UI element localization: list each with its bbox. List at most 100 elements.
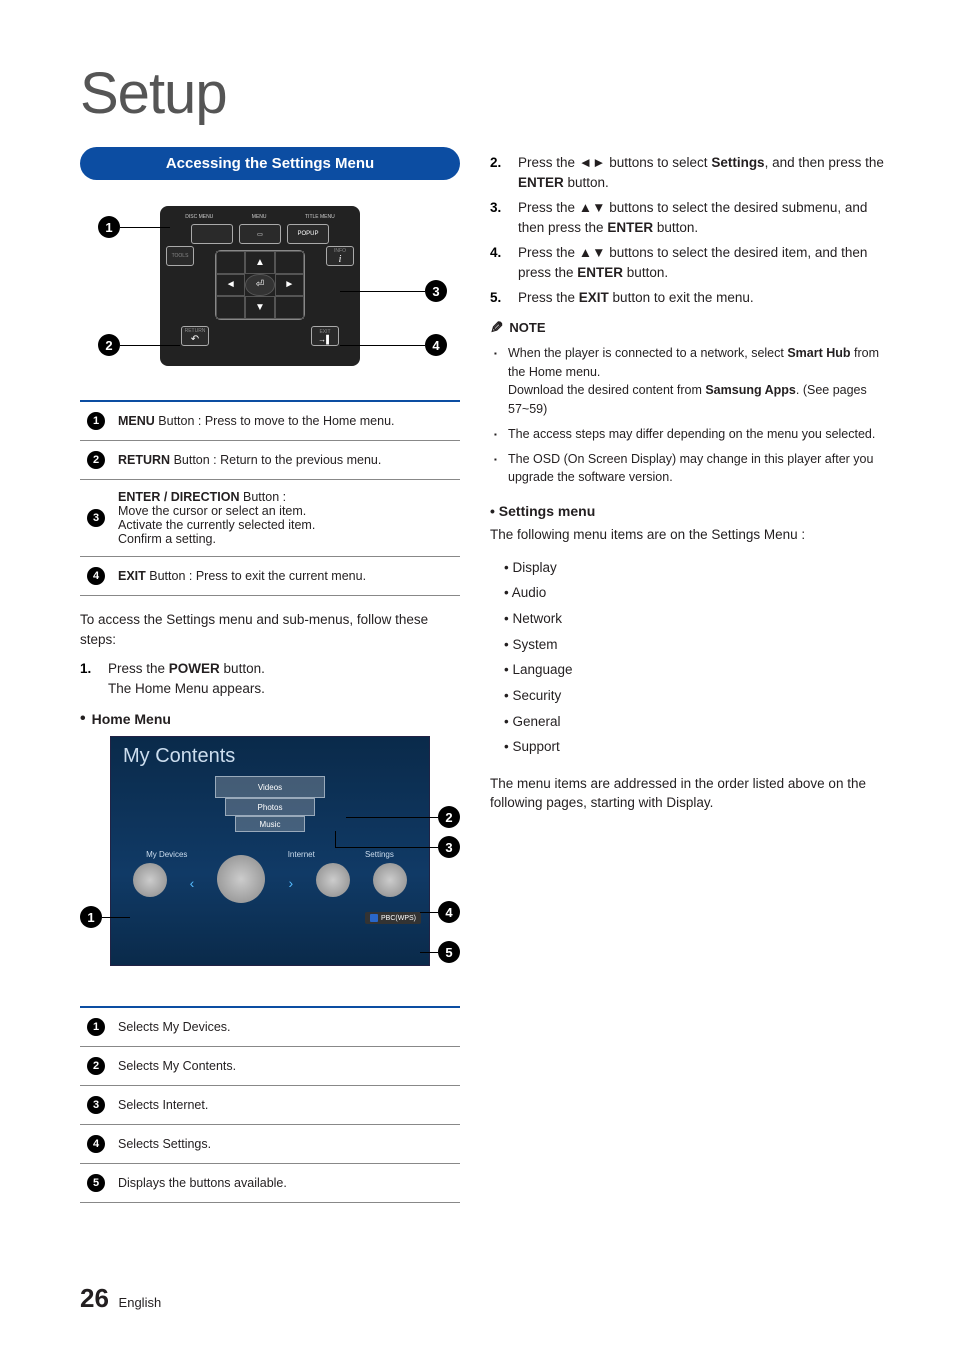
home-icon-internet: [316, 863, 350, 897]
table-row: 1 Selects My Devices.: [80, 1007, 460, 1047]
dpad-enter-icon: ⏎: [245, 274, 274, 297]
page-lang: English: [119, 1295, 162, 1310]
remote-body: DISC MENU MENU TITLE MENU ▭ POPUP TOOLS …: [160, 206, 360, 366]
home-menu-heading: Home Menu: [80, 710, 460, 728]
step-number: 1.: [80, 659, 98, 698]
row-chip: 2: [87, 451, 105, 469]
row-chip: 5: [87, 1174, 105, 1192]
remote-key-exit: EXIT →▌: [311, 326, 339, 346]
step-number: 4.: [490, 243, 508, 282]
page-footer: 26 English: [80, 1283, 161, 1314]
return-icon: ↶: [191, 334, 199, 345]
home-icon-devices: [133, 863, 167, 897]
row-desc: MENU Button : Press to move to the Home …: [112, 401, 460, 441]
home-label-internet: Internet: [288, 850, 315, 859]
remote-dpad: ▲ ◄ ⏎ ► ▼: [215, 250, 305, 320]
home-screen: My Contents Videos Photos Music My Devic…: [110, 736, 430, 966]
row-chip: 4: [87, 1135, 105, 1153]
list-item: Audio: [504, 580, 894, 606]
table-row: 4 EXIT Button : Press to exit the current…: [80, 557, 460, 596]
step-number: 3.: [490, 198, 508, 237]
list-item: Support: [504, 734, 894, 760]
step-text: Press the POWER button.The Home Menu app…: [108, 659, 460, 698]
home-card-music: Music: [235, 816, 305, 832]
home-icon-center: [217, 855, 265, 903]
remote-key-popup: POPUP: [287, 224, 329, 244]
settings-menu-heading: Settings menu: [490, 503, 894, 519]
table-row: 3 Selects Internet.: [80, 1086, 460, 1125]
row-desc: Displays the buttons available.: [112, 1164, 460, 1203]
right-column: 2.Press the ◄► buttons to select Setting…: [490, 147, 894, 1203]
intro-text: To access the Settings menu and sub-menu…: [80, 610, 460, 649]
home-menu-diagram: My Contents Videos Photos Music My Devic…: [80, 736, 460, 996]
row-desc: EXIT Button : Press to exit the current …: [112, 557, 460, 596]
home-menu-table: 1 Selects My Devices. 2Selects My Content…: [80, 1006, 460, 1203]
step-text: Press the ▲▼ buttons to select the desir…: [518, 243, 894, 282]
step-4: 4. Press the ▲▼ buttons to select the des…: [490, 243, 894, 282]
step-2: 2.Press the ◄► buttons to select Setting…: [490, 153, 894, 192]
page-number: 26: [80, 1283, 109, 1313]
row-chip: 3: [87, 509, 105, 527]
list-item: Display: [504, 555, 894, 581]
home-label-settings: Settings: [365, 850, 394, 859]
note-icon: ✎: [490, 318, 503, 338]
remote-key-tools: TOOLS: [166, 246, 194, 266]
step-5: 5. Press the EXIT button to exit the menu…: [490, 288, 894, 308]
page-title: Setup: [80, 60, 894, 127]
table-row: 2Selects My Contents.: [80, 1047, 460, 1086]
chevron-right-icon: ›: [289, 875, 294, 891]
home-card-videos: Videos: [215, 776, 325, 798]
row-desc: Selects My Contents.: [112, 1047, 460, 1086]
left-column: Accessing the Settings Menu DISC MENU ME…: [80, 147, 460, 1203]
dpad-up-icon: ▲: [245, 251, 274, 274]
callout-3: 3: [425, 280, 447, 302]
list-item: System: [504, 632, 894, 658]
step-text: Press the EXIT button to exit the menu.: [518, 288, 894, 308]
note-label: NOTE: [509, 320, 545, 335]
step-number: 5.: [490, 288, 508, 308]
note-list: When the player is connected to a networ…: [490, 344, 894, 487]
note-item: When the player is connected to a networ…: [508, 344, 894, 419]
table-row: 5 Displays the buttons available.: [80, 1164, 460, 1203]
row-chip: 4: [87, 567, 105, 585]
home-screen-title: My Contents: [111, 737, 429, 776]
home-callout-2: 2: [438, 806, 460, 828]
list-item: General: [504, 709, 894, 735]
callout-1: 1: [98, 216, 120, 238]
step-3: 3. Press the ▲▼ buttons to select the des…: [490, 198, 894, 237]
list-item: Network: [504, 606, 894, 632]
remote-diagram: DISC MENU MENU TITLE MENU ▭ POPUP TOOLS …: [80, 198, 460, 388]
home-callout-1: 1: [80, 906, 102, 928]
list-item: Language: [504, 657, 894, 683]
note-item: The OSD (On Screen Display) may change i…: [508, 450, 894, 488]
remote-key-menu: ▭: [239, 224, 281, 244]
dpad-down-icon: ▼: [245, 296, 274, 319]
row-desc: Selects Settings.: [112, 1125, 460, 1164]
row-desc: Selects My Devices.: [112, 1007, 460, 1047]
step-1: 1. Press the POWER button.The Home Menu …: [80, 659, 460, 698]
remote-key-info: INFO i: [326, 246, 354, 266]
table-row: 1MENU Button : Press to move to the Home…: [80, 401, 460, 441]
table-row: 3 ENTER / DIRECTION Button :Move the curs…: [80, 480, 460, 557]
remote-header-labels: DISC MENU MENU TITLE MENU: [166, 214, 354, 220]
row-desc: ENTER / DIRECTION Button :Move the curso…: [112, 480, 460, 557]
remote-key-return: RETURN ↶: [181, 326, 209, 346]
section-banner: Accessing the Settings Menu: [80, 147, 460, 180]
row-desc: Selects Internet.: [112, 1086, 460, 1125]
callout-4: 4: [425, 334, 447, 356]
list-item: Security: [504, 683, 894, 709]
settings-outro: The menu items are addressed in the orde…: [490, 774, 894, 813]
row-chip: 1: [87, 1018, 105, 1036]
home-label-devices: My Devices: [146, 850, 187, 859]
remote-button-table: 1MENU Button : Press to move to the Home…: [80, 400, 460, 596]
note-item: The access steps may differ depending on…: [508, 425, 894, 444]
row-chip: 3: [87, 1096, 105, 1114]
home-callout-3: 3: [438, 836, 460, 858]
step-text: Press the ▲▼ buttons to select the desir…: [518, 198, 894, 237]
note-heading: ✎ NOTE: [490, 318, 894, 338]
row-desc: RETURN Button : Return to the previous m…: [112, 441, 460, 480]
remote-header-label: MENU: [252, 214, 267, 220]
key-label: TOOLS: [172, 253, 189, 259]
table-row: 4 Selects Settings.: [80, 1125, 460, 1164]
exit-icon: →▌: [318, 335, 332, 344]
